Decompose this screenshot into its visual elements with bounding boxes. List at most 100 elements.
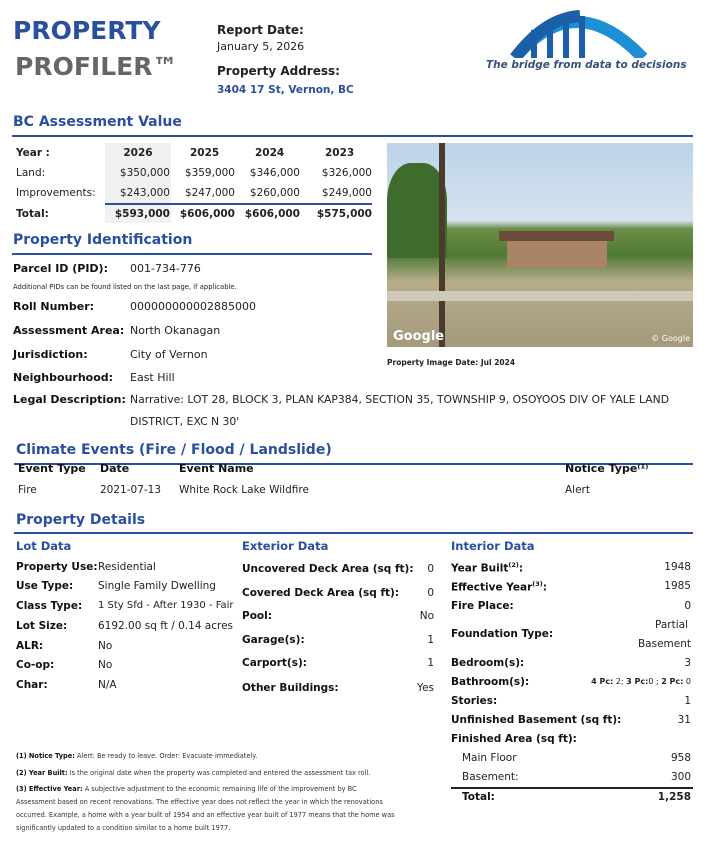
fireplace-label: Fire Place:: [451, 600, 514, 612]
col-date: Date: [100, 462, 130, 475]
pid-note: Additional PIDs can be found listed on t…: [13, 283, 237, 291]
cell: $359,000: [184, 167, 235, 179]
lot-value: Residential: [98, 561, 156, 573]
exterior-value: No: [419, 610, 434, 622]
exterior-value: 1: [427, 634, 434, 646]
lot-value: 6192.00 sq ft / 0.14 acres: [98, 620, 234, 632]
basement-label: Basement:: [462, 771, 519, 783]
stories-label: Stories:: [451, 695, 498, 707]
footnote-2: (2) Year Built: Is the original date whe…: [16, 769, 371, 777]
year-header: 2025: [190, 147, 220, 159]
cell: $593,000: [114, 208, 170, 220]
legal-line1: Narrative: LOT 28, BLOCK 3, PLAN KAP384,…: [130, 393, 670, 406]
lot-value: No: [98, 640, 113, 652]
current-year-highlight: [105, 143, 171, 223]
stories-value: 1: [684, 695, 691, 707]
roll-value: 000000000002885000: [130, 300, 256, 313]
lot-label: Use Type:: [16, 580, 74, 592]
cell: $346,000: [249, 167, 300, 179]
row-label: Improvements:: [16, 187, 96, 199]
cell: Fire: [18, 484, 37, 496]
year-header: 2026: [123, 147, 153, 159]
area-label: Assessment Area:: [13, 324, 125, 337]
property-address: 3404 17 St, Vernon, BC: [217, 84, 354, 96]
lot-label: Class Type:: [16, 600, 83, 612]
google-watermark: Google: [393, 329, 445, 344]
row-label: Total:: [16, 208, 49, 220]
pid-value: 001-734-776: [130, 262, 201, 275]
footnote-3-line4: significantly updated to a condition sim…: [16, 824, 231, 832]
climate-heading: Climate Events (Fire / Flood / Landslide…: [16, 442, 332, 458]
exterior-heading: Exterior Data: [242, 539, 329, 553]
jurisdiction-value: City of Vernon: [130, 348, 208, 361]
cell: $247,000: [184, 187, 235, 199]
unfinished-label: Unfinished Basement (sq ft):: [451, 714, 622, 726]
legal-line2: DISTRICT, EXC N 30': [130, 415, 240, 428]
foundation-line1: Partial: [655, 619, 688, 631]
year-built-label: Year Built(2):: [451, 561, 524, 575]
identification-heading: Property Identification: [13, 232, 193, 248]
exterior-label: Garage(s):: [242, 634, 305, 646]
assessment-heading: BC Assessment Value: [13, 114, 182, 130]
year-label: Year :: [16, 147, 50, 159]
details-heading: Property Details: [16, 512, 146, 528]
bedrooms-label: Bedroom(s):: [451, 657, 525, 669]
col-notice-type: Notice Type⁽¹⁾: [565, 462, 649, 475]
photo-caption: Property Image Date: Jul 2024: [387, 358, 516, 367]
footnote-3-line2: Assessment based on recent renovations. …: [16, 798, 383, 806]
bridge-logo-icon: [510, 10, 648, 63]
google-copyright: © Google: [651, 334, 690, 343]
exterior-value: Yes: [417, 682, 434, 694]
exterior-label: Covered Deck Area (sq ft):: [242, 587, 400, 599]
total-divider: [451, 787, 693, 789]
foundation-label: Foundation Type:: [451, 628, 554, 640]
lot-label: Property Use:: [16, 561, 98, 573]
year-header: 2023: [325, 147, 355, 159]
cell: $249,000: [321, 187, 372, 199]
bathrooms-label: Bathroom(s):: [451, 676, 530, 688]
year-header: 2024: [255, 147, 285, 159]
exterior-label: Pool:: [242, 610, 272, 622]
logo-tagline: The bridge from data to decisions: [486, 59, 687, 71]
lot-value: No: [98, 659, 113, 671]
lot-label: ALR:: [16, 640, 44, 652]
exterior-value: 1: [427, 657, 434, 669]
address-label: Property Address:: [217, 64, 340, 78]
title-line1: PROPERTY: [13, 16, 161, 45]
effective-year-label: Effective Year(3):: [451, 580, 547, 594]
jurisdiction-label: Jurisdiction:: [13, 348, 88, 361]
foundation-line2: Basement: [637, 638, 691, 650]
cell: $606,000: [244, 208, 300, 220]
cell: $260,000: [249, 187, 300, 199]
lot-heading: Lot Data: [16, 539, 72, 553]
report-date-label: Report Date:: [217, 23, 304, 37]
col-event-name: Event Name: [179, 462, 254, 475]
exterior-value: 0: [427, 563, 434, 575]
bathrooms-value: 4 Pc: 2; 3 Pc:0 ; 2 Pc: 0: [591, 677, 691, 686]
cell: White Rock Lake Wildfire: [179, 484, 309, 496]
lot-value: 1 Sty Sfd - After 1930 - Fair: [98, 600, 234, 611]
lot-label: Lot Size:: [16, 620, 68, 632]
main-floor-label: Main Floor: [462, 752, 517, 764]
basement-value: 300: [670, 771, 691, 783]
total-label: Total:: [462, 791, 495, 803]
roll-label: Roll Number:: [13, 300, 95, 313]
total-rule: [105, 203, 372, 205]
bedrooms-value: 3: [684, 657, 691, 669]
cell: 2021-07-13: [100, 484, 162, 496]
neighbourhood-label: Neighbourhood:: [13, 371, 114, 384]
exterior-label: Uncovered Deck Area (sq ft):: [242, 563, 414, 575]
unfinished-value: 31: [677, 714, 691, 726]
report-date: January 5, 2026: [217, 40, 305, 53]
cell: $350,000: [119, 167, 170, 179]
exterior-value: 0: [427, 587, 434, 599]
cell: $326,000: [321, 167, 372, 179]
legal-label: Legal Description:: [13, 393, 126, 406]
title-line2: PROFILER™: [15, 52, 178, 81]
col-event-type: Event Type: [18, 462, 86, 475]
interior-heading: Interior Data: [451, 539, 535, 553]
effective-year-value: 1985: [664, 580, 691, 592]
cell: $243,000: [119, 187, 170, 199]
cell: $575,000: [316, 208, 372, 220]
total-value: 1,258: [657, 791, 691, 803]
